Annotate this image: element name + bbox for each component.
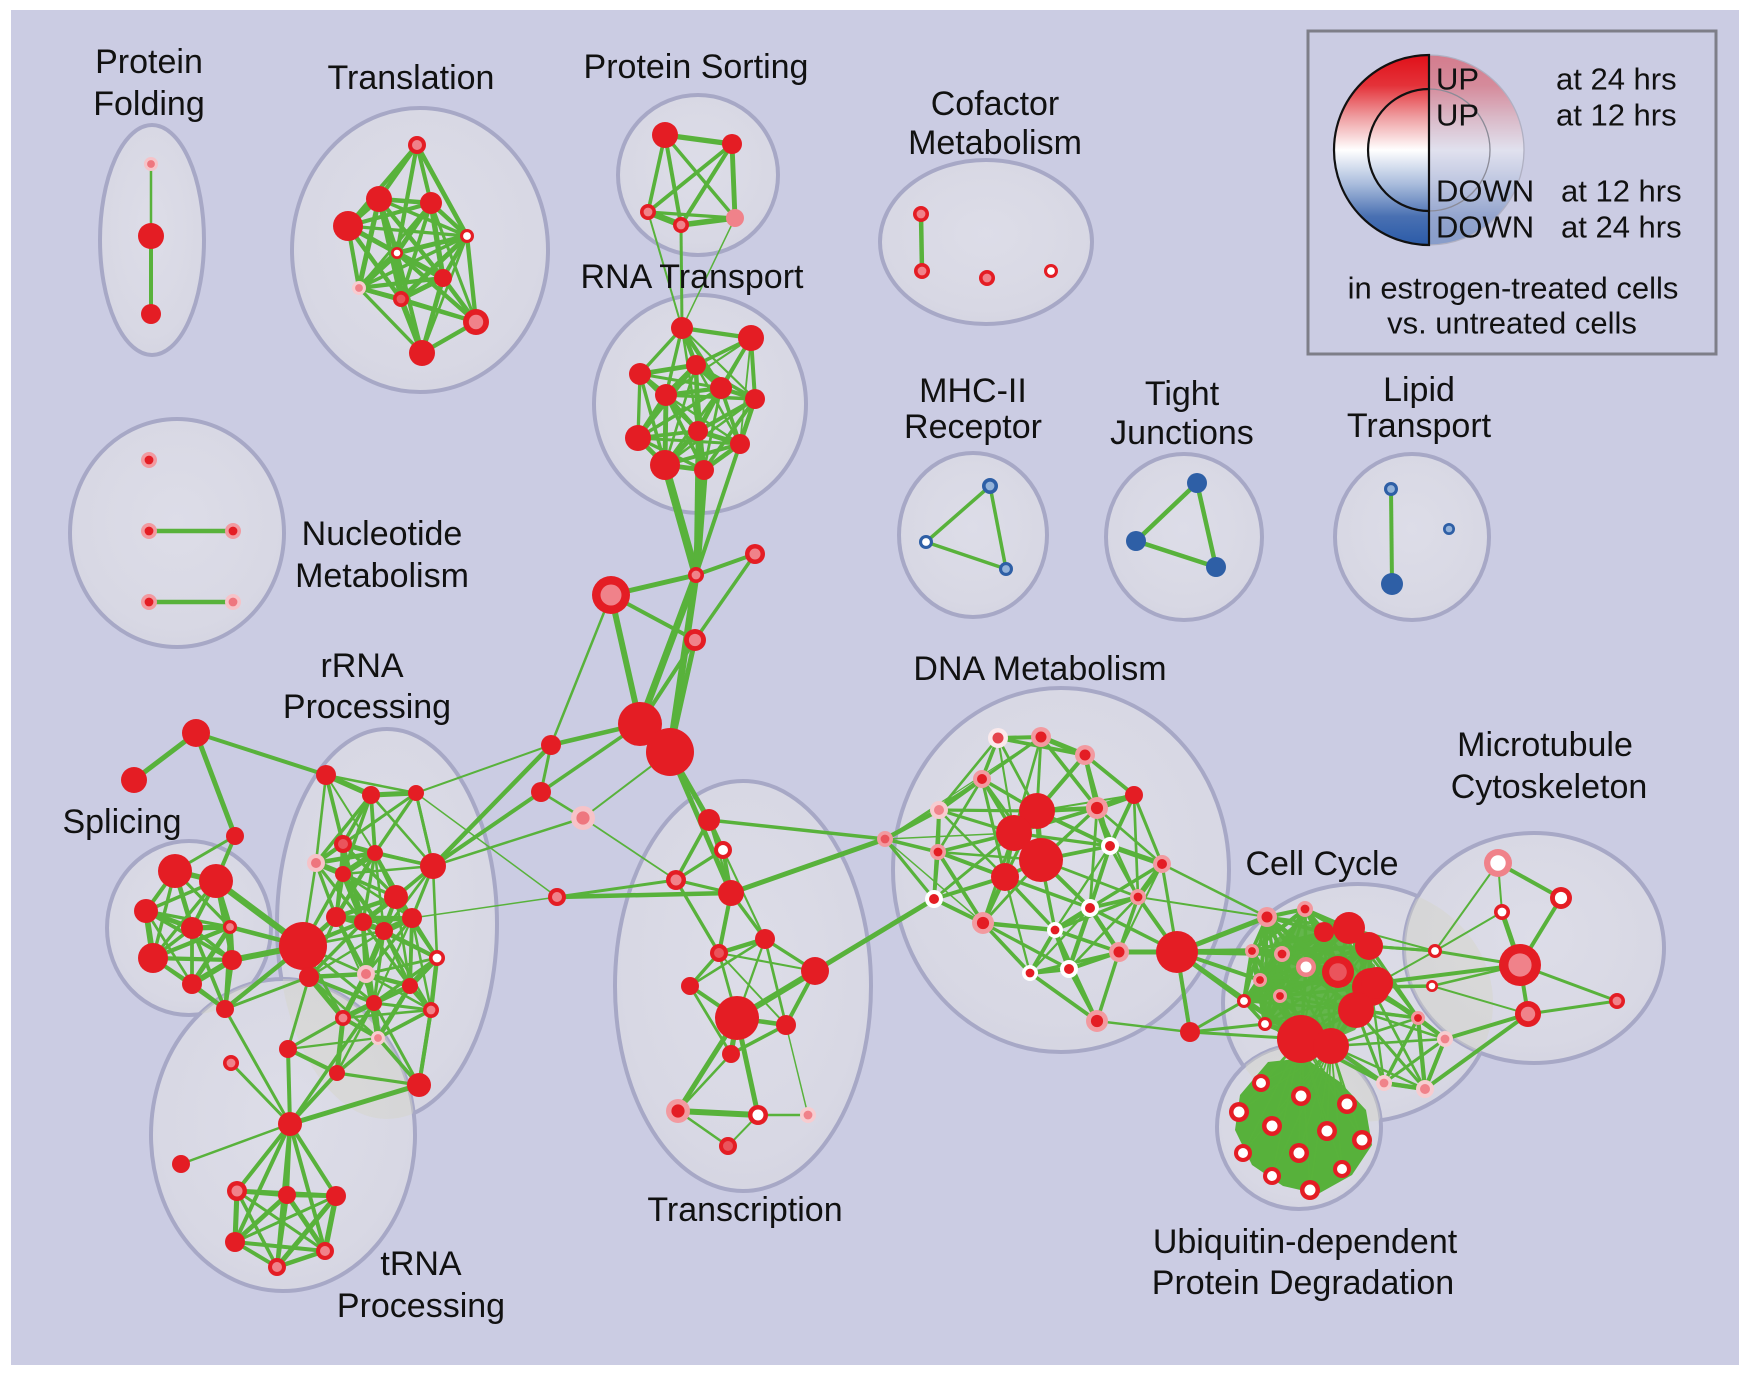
svg-text:UP: UP <box>1436 98 1479 133</box>
svg-text:Tight: Tight <box>1145 375 1220 413</box>
svg-text:Folding: Folding <box>93 85 205 123</box>
svg-text:at 12 hrs: at 12 hrs <box>1556 98 1677 133</box>
svg-text:DOWN: DOWN <box>1436 210 1534 245</box>
svg-text:in estrogen-treated cells: in estrogen-treated cells <box>1348 271 1679 306</box>
svg-text:Receptor: Receptor <box>904 408 1042 446</box>
svg-text:Junctions: Junctions <box>1110 414 1254 452</box>
svg-text:Transcription: Transcription <box>647 1191 842 1229</box>
svg-text:Cytoskeleton: Cytoskeleton <box>1451 768 1648 806</box>
svg-text:at 24 hrs: at 24 hrs <box>1556 62 1677 97</box>
svg-text:Protein: Protein <box>95 43 203 81</box>
svg-text:Metabolism: Metabolism <box>908 124 1082 162</box>
svg-text:Processing: Processing <box>337 1287 505 1325</box>
svg-text:DOWN: DOWN <box>1436 174 1534 209</box>
svg-text:rRNA: rRNA <box>320 647 403 685</box>
svg-text:at 24 hrs: at 24 hrs <box>1561 210 1682 245</box>
svg-text:Protein Sorting: Protein Sorting <box>584 48 809 86</box>
svg-text:Metabolism: Metabolism <box>295 557 469 595</box>
svg-text:UP: UP <box>1436 62 1479 97</box>
svg-text:DNA Metabolism: DNA Metabolism <box>913 650 1166 688</box>
svg-text:MHC-II: MHC-II <box>919 372 1027 410</box>
svg-text:RNA Transport: RNA Transport <box>581 258 805 296</box>
svg-text:Microtubule: Microtubule <box>1457 726 1633 764</box>
svg-text:Ubiquitin-dependent: Ubiquitin-dependent <box>1153 1223 1458 1261</box>
svg-text:Transport: Transport <box>1347 407 1492 445</box>
svg-text:at 12 hrs: at 12 hrs <box>1561 174 1682 209</box>
svg-text:Nucleotide: Nucleotide <box>302 515 463 553</box>
svg-text:Lipid: Lipid <box>1383 371 1455 409</box>
svg-text:vs. untreated cells: vs. untreated cells <box>1387 306 1637 341</box>
svg-text:Processing: Processing <box>283 688 451 726</box>
svg-text:Translation: Translation <box>328 59 495 97</box>
svg-text:Cell Cycle: Cell Cycle <box>1245 845 1398 883</box>
svg-text:Protein Degradation: Protein Degradation <box>1152 1264 1454 1302</box>
svg-text:Cofactor: Cofactor <box>931 85 1060 123</box>
svg-text:tRNA: tRNA <box>380 1245 462 1283</box>
svg-text:Splicing: Splicing <box>62 803 181 841</box>
